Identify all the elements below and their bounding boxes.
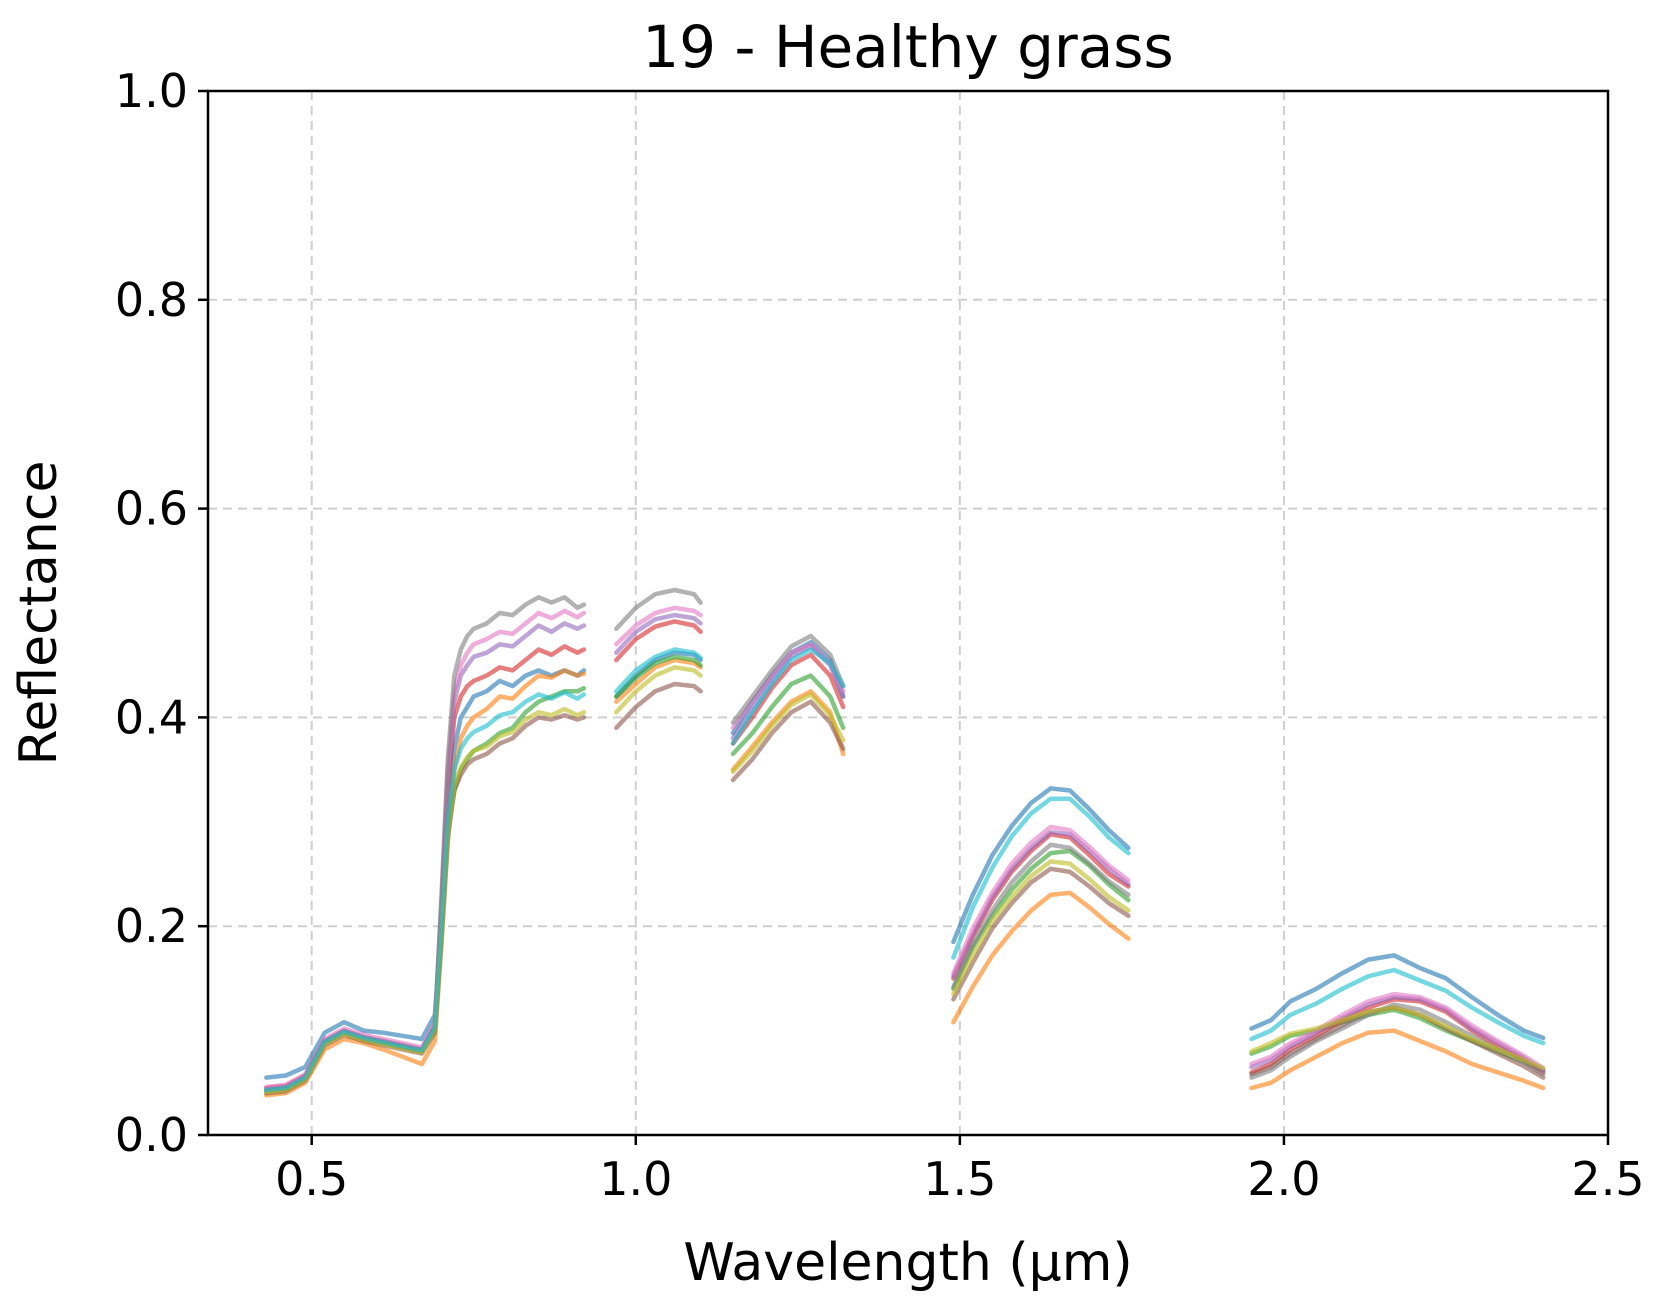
x-axis-title: Wavelength (µm) [683,1233,1132,1293]
axis-ticks: 0.5 1.0 1.5 2.0 2.5 0.0 0.2 0.4 0.6 0.8 1.0 [115,64,1645,1206]
series-lines [264,587,1546,1098]
series-line [730,652,846,746]
series-line [951,842,1131,990]
series-line [614,654,703,699]
y-tick-label: 0.0 [115,1108,188,1162]
series-line [614,647,703,694]
series-line [951,796,1131,960]
series-line [1249,1028,1546,1091]
series-line [614,665,703,715]
series-line [614,605,703,647]
chart-title: 19 - Healthy grass [642,13,1173,81]
series-line [614,657,703,704]
x-tick-label: 2.0 [1247,1152,1320,1206]
series-line [1249,953,1546,1041]
y-tick-label: 0.8 [115,273,188,327]
series-line [614,612,703,655]
series-line [730,692,846,774]
y-tick-label: 0.4 [115,690,188,744]
series-line [951,890,1131,1025]
x-tick-label: 2.5 [1571,1152,1644,1206]
axes-frame [206,89,1610,1137]
x-tick-label: 1.5 [923,1152,996,1206]
series-line [1249,991,1546,1071]
series-line [951,786,1131,945]
series-line [951,824,1131,976]
series-line [730,633,846,725]
y-tick-label: 1.0 [115,64,188,118]
series-line [730,673,846,757]
series-line [264,690,587,1093]
series-line [951,829,1131,979]
y-tick-label: 0.2 [115,899,188,953]
series-line [614,587,703,631]
series-line [1249,1005,1546,1071]
series-line [1249,967,1546,1046]
x-tick-label: 0.5 [275,1152,348,1206]
series-line [730,647,846,746]
series-line [951,859,1131,997]
series-line [264,668,587,1080]
grid-lines [208,91,1608,1135]
y-axis-title: Reflectance [9,461,69,766]
series-line [614,681,703,731]
series-line [730,699,846,783]
series-line [614,619,703,663]
series-line [951,866,1131,1002]
x-tick-label: 1.0 [599,1152,672,1206]
y-tick-label: 0.6 [115,482,188,536]
series-line [264,608,587,1090]
